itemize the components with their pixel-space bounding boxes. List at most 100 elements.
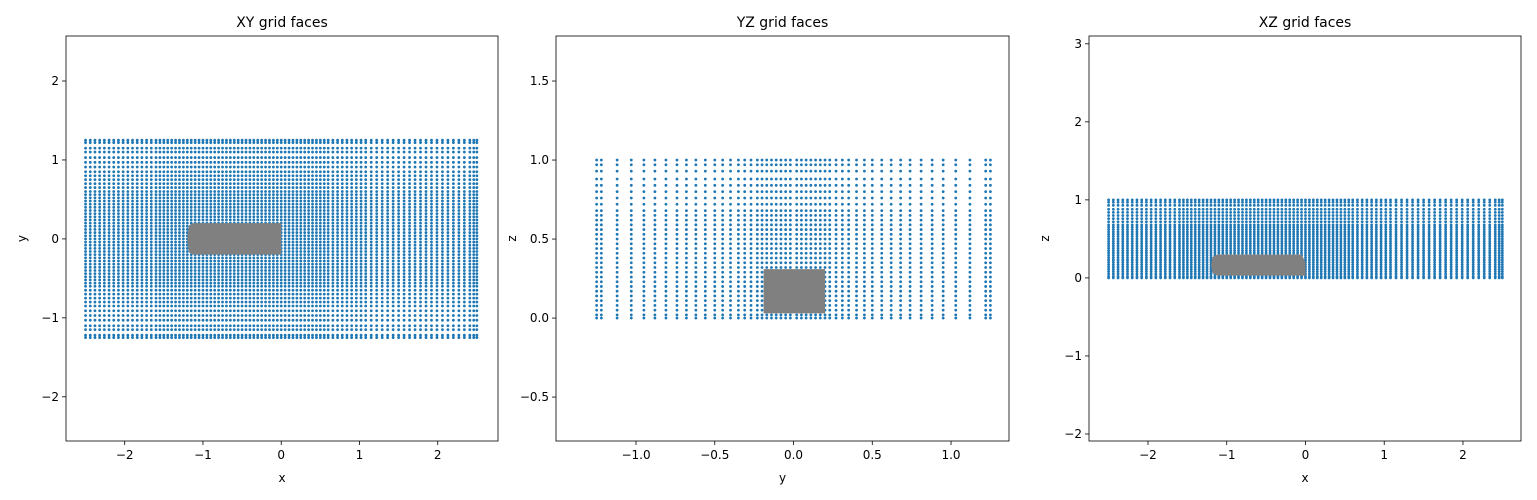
- grid-point: [359, 221, 363, 225]
- grid-point: [303, 269, 307, 272]
- grid-point: [441, 336, 444, 339]
- grid-point: [252, 138, 256, 142]
- grid-point: [154, 318, 158, 322]
- grid-point: [375, 262, 379, 266]
- grid-point: [170, 150, 174, 154]
- grid-point: [140, 178, 144, 182]
- grid-point: [307, 221, 311, 225]
- grid-point: [131, 272, 134, 276]
- grid-point: [380, 138, 384, 142]
- grid-point: [318, 160, 322, 164]
- grid-point: [271, 150, 275, 154]
- grid-point: [345, 314, 349, 317]
- grid-point: [457, 228, 461, 231]
- grid-point: [299, 215, 303, 219]
- grid-point: [102, 281, 106, 285]
- grid-point: [322, 336, 326, 339]
- grid-point: [268, 284, 271, 288]
- grid-point: [359, 228, 363, 231]
- grid-point: [599, 228, 603, 231]
- grid-point: [149, 205, 153, 209]
- grid-point: [345, 196, 349, 200]
- grid-point: [322, 231, 326, 234]
- grid-point: [121, 250, 125, 253]
- grid-point: [599, 280, 603, 284]
- grid-point: [311, 202, 314, 206]
- grid-point: [446, 174, 450, 178]
- grid-point: [260, 265, 264, 269]
- grid-point: [135, 250, 139, 253]
- grid-point: [295, 275, 299, 279]
- grid-point: [326, 138, 330, 142]
- grid-point: [307, 324, 311, 328]
- grid-point: [140, 284, 144, 288]
- grid-point: [232, 324, 236, 328]
- grid-point: [462, 278, 466, 282]
- grid-point: [268, 165, 271, 169]
- grid-point: [240, 138, 244, 142]
- grid-point: [121, 265, 125, 269]
- grid-point: [154, 259, 158, 263]
- grid-point: [299, 240, 303, 244]
- grid-point: [260, 182, 264, 186]
- grid-point: [264, 165, 267, 169]
- grid-point: [131, 178, 134, 182]
- grid-point: [457, 281, 461, 285]
- grid-point: [84, 224, 87, 228]
- grid-point: [424, 272, 428, 276]
- grid-point: [217, 146, 221, 150]
- grid-point: [121, 240, 125, 244]
- grid-point: [311, 231, 314, 234]
- grid-point: [375, 182, 379, 186]
- grid-point: [140, 288, 144, 292]
- grid-point: [135, 333, 139, 337]
- grid-point: [126, 281, 130, 285]
- grid-point: [283, 309, 287, 313]
- grid-point: [283, 281, 287, 285]
- grid-point: [318, 178, 322, 182]
- grid-point: [369, 174, 373, 178]
- grid-point: [112, 182, 116, 186]
- grid-point: [350, 218, 354, 222]
- grid-point: [162, 259, 166, 263]
- grid-point: [345, 218, 349, 222]
- grid-point: [264, 318, 267, 322]
- grid-point: [303, 314, 307, 317]
- grid-point: [264, 300, 267, 304]
- grid-point: [326, 272, 330, 276]
- grid-point: [318, 165, 322, 169]
- grid-point: [93, 281, 97, 285]
- grid-point: [88, 212, 92, 216]
- grid-point: [135, 275, 139, 279]
- grid-point: [181, 300, 185, 304]
- grid-point: [340, 246, 344, 250]
- grid-point: [307, 243, 311, 247]
- grid-point: [430, 218, 433, 222]
- grid-point: [408, 256, 411, 260]
- grid-point: [345, 174, 349, 178]
- grid-point: [462, 215, 466, 219]
- grid-point: [107, 202, 111, 206]
- grid-point: [336, 269, 339, 272]
- grid-point: [121, 243, 125, 247]
- grid-point: [340, 259, 344, 263]
- grid-point: [435, 231, 439, 234]
- grid-point: [240, 269, 244, 272]
- grid-point: [380, 281, 384, 285]
- grid-point: [397, 218, 401, 222]
- grid-point: [419, 174, 422, 178]
- grid-point: [131, 138, 134, 142]
- grid-point: [446, 160, 450, 164]
- grid-point: [221, 141, 224, 144]
- grid-point: [307, 237, 311, 241]
- grid-point: [595, 213, 599, 217]
- grid-point: [149, 328, 153, 332]
- grid-point: [451, 160, 455, 164]
- grid-point: [174, 256, 177, 260]
- grid-point: [174, 138, 177, 142]
- grid-point: [441, 221, 444, 225]
- grid-point: [318, 199, 322, 203]
- grid-point: [295, 174, 299, 178]
- grid-point: [197, 324, 201, 328]
- grid-point: [287, 186, 291, 189]
